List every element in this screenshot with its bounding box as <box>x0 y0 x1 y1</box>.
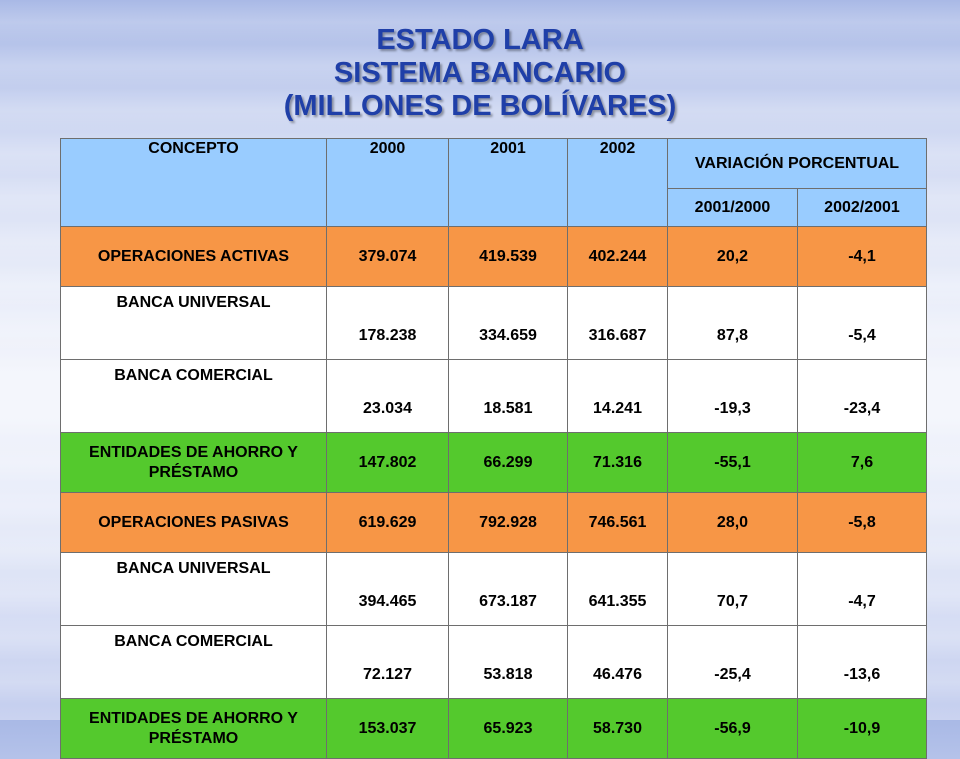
cell-2001: 334.659 <box>448 286 568 360</box>
row-concept: BANCA COMERCIAL <box>60 625 327 699</box>
table-row: ENTIDADES DE AHORRO Y PRÉSTAMO 147.802 66.… <box>60 432 927 493</box>
cell-var-2002-2001: -23,4 <box>797 359 927 433</box>
cell-2002: 316.687 <box>567 286 668 360</box>
row-concept: ENTIDADES DE AHORRO Y PRÉSTAMO <box>60 432 327 493</box>
cell-2000: 379.074 <box>326 226 449 287</box>
cell-var-2001-2000: -56,9 <box>667 698 798 759</box>
cell-var-2002-2001: -5,8 <box>797 492 927 553</box>
row-concept: BANCA COMERCIAL <box>60 359 327 433</box>
cell-2000: 23.034 <box>326 359 449 433</box>
cell-var-2001-2000: 20,2 <box>667 226 798 287</box>
cell-2000: 153.037 <box>326 698 449 759</box>
table-row: BANCA UNIVERSAL 178.238 334.659 316.687 87,8… <box>60 286 927 360</box>
page-title: ESTADO LARA SISTEMA BANCARIO (MILLONES D… <box>0 24 960 123</box>
cell-2002: 71.316 <box>567 432 668 493</box>
row-concept: BANCA UNIVERSAL <box>60 552 327 626</box>
cell-var-2002-2001: -5,4 <box>797 286 927 360</box>
cell-var-2001-2000: -19,3 <box>667 359 798 433</box>
cell-2001: 18.581 <box>448 359 568 433</box>
cell-var-2001-2000: -55,1 <box>667 432 798 493</box>
cell-2000: 394.465 <box>326 552 449 626</box>
table-row: BANCA UNIVERSAL 394.465 673.187 641.355 70,7… <box>60 552 927 626</box>
cell-2001: 792.928 <box>448 492 568 553</box>
cell-var-2002-2001: -4,1 <box>797 226 927 287</box>
cell-2000: 72.127 <box>326 625 449 699</box>
cell-2001: 53.818 <box>448 625 568 699</box>
cell-2001: 673.187 <box>448 552 568 626</box>
title-line-3: (MILLONES DE BOLÍVARES) <box>283 90 677 122</box>
header-2001: 2001 <box>448 138 568 227</box>
cell-var-2001-2000: 87,8 <box>667 286 798 360</box>
title-line-2: SISTEMA BANCARIO <box>333 57 627 89</box>
cell-2001: 65.923 <box>448 698 568 759</box>
cell-2002: 641.355 <box>567 552 668 626</box>
cell-2002: 746.561 <box>567 492 668 553</box>
cell-2002: 14.241 <box>567 359 668 433</box>
cell-var-2002-2001: -4,7 <box>797 552 927 626</box>
table-row: ENTIDADES DE AHORRO Y PRÉSTAMO 153.037 65.… <box>60 698 927 759</box>
header-variacion: VARIACIÓN PORCENTUAL <box>667 138 927 189</box>
cell-var-2001-2000: -25,4 <box>667 625 798 699</box>
header-2002-2001: 2002/2001 <box>797 188 927 227</box>
header-concepto: CONCEPTO <box>60 138 327 227</box>
cell-var-2002-2001: -10,9 <box>797 698 927 759</box>
cell-2002: 58.730 <box>567 698 668 759</box>
table-row: BANCA COMERCIAL 23.034 18.581 14.241 -19,3 -2… <box>60 359 927 433</box>
table-row: BANCA COMERCIAL 72.127 53.818 46.476 -25,4 -1… <box>60 625 927 699</box>
cell-2000: 147.802 <box>326 432 449 493</box>
header-2001-2000: 2001/2000 <box>667 188 798 227</box>
cell-2001: 419.539 <box>448 226 568 287</box>
cell-var-2002-2001: -13,6 <box>797 625 927 699</box>
header-2002: 2002 <box>567 138 668 227</box>
cell-2002: 46.476 <box>567 625 668 699</box>
table-row: OPERACIONES PASIVAS 619.629 792.928 746.561… <box>60 492 927 553</box>
cell-2000: 619.629 <box>326 492 449 553</box>
cell-2002: 402.244 <box>567 226 668 287</box>
header-2000: 2000 <box>326 138 449 227</box>
row-concept: OPERACIONES PASIVAS <box>60 492 327 553</box>
row-concept: BANCA UNIVERSAL <box>60 286 327 360</box>
row-concept: ENTIDADES DE AHORRO Y PRÉSTAMO <box>60 698 327 759</box>
cell-2001: 66.299 <box>448 432 568 493</box>
cell-var-2002-2001: 7,6 <box>797 432 927 493</box>
cell-var-2001-2000: 70,7 <box>667 552 798 626</box>
row-concept: OPERACIONES ACTIVAS <box>60 226 327 287</box>
table-row: OPERACIONES ACTIVAS 379.074 419.539 402.244… <box>60 226 927 287</box>
banking-table: CONCEPTO 2000 2001 2002 VARIACIÓN PORCEN… <box>60 138 927 759</box>
cell-var-2001-2000: 28,0 <box>667 492 798 553</box>
title-line-1: ESTADO LARA <box>376 24 584 56</box>
cell-2000: 178.238 <box>326 286 449 360</box>
